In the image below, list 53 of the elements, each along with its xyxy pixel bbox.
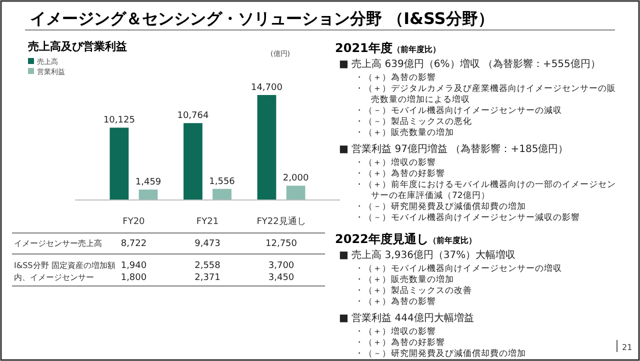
data-label: 2,000: [282, 174, 309, 184]
text: ・（＋）モバイル機器向けイメージセンサーの増収: [355, 263, 562, 274]
text: ・（＋）為替の影響: [355, 72, 436, 83]
data-label: 1,459: [135, 178, 162, 188]
text: 3,700: [268, 261, 294, 271]
text: ・（－）モバイル機器向けイメージセンサー減収の影響: [355, 212, 580, 223]
text: ・（－）研究開発費及び減価償却費の増加: [355, 201, 526, 212]
text: ・（－）研究開発費及び減価償却費の増加: [355, 348, 526, 359]
text: ・（－）モバイル機器向けイメージセンサーの減収: [355, 105, 562, 116]
text: ■ 売上高 3,936億円（37%）大幅増収: [339, 249, 516, 261]
text: 9,473: [194, 239, 220, 249]
data-label: 10,764: [177, 111, 209, 122]
text: 8,722: [120, 239, 147, 249]
text: ・（＋）為替の好影響: [355, 168, 445, 179]
data-label: 10,125: [103, 116, 135, 126]
text: ・（＋）製品ミックスの改善: [355, 285, 472, 296]
text: イメージセンサー売上高: [14, 239, 102, 248]
text: 内、イメージセンサー: [14, 273, 94, 282]
text: （前年度比）: [428, 235, 476, 245]
text: ・（＋）為替の影響: [355, 296, 436, 307]
data-label: 1,556: [209, 176, 236, 187]
bar: [110, 128, 129, 200]
chart-title: イメージング＆センシング・ソリューション分野 （I&SS分野）: [30, 9, 494, 28]
text: 12,750: [266, 239, 298, 249]
x-tick-label: FY20: [122, 217, 146, 227]
text: ・（＋）増収の影響: [355, 157, 436, 168]
text: 1,940: [120, 261, 147, 271]
text: ■ 売上高 639億円（6%）増収 （為替影響：+555億円）: [339, 58, 600, 70]
text: 3,450: [268, 273, 294, 283]
text: ・（＋）販売数量の増加: [355, 274, 454, 285]
text: （前年度比）: [392, 44, 440, 54]
bar: [257, 95, 276, 200]
chart-subtitle: 売上高及び営業利益: [28, 40, 127, 53]
text: I&SS分野 固定資産の増加額: [14, 261, 116, 270]
text: 2,558: [194, 261, 221, 271]
bar: [212, 188, 232, 200]
data-label: 14,700: [250, 83, 283, 93]
text: ・（＋）前年度におけるモバイル機器向けの一部のイメージセンサーの在庫評価減（72億円）: [355, 179, 616, 201]
text: ・（－）製品ミックスの悪化: [355, 116, 472, 127]
text: 1,800: [120, 273, 147, 283]
text: 2,371: [194, 273, 220, 283]
text: 21: [622, 343, 632, 352]
bar: [138, 190, 158, 200]
bar: [286, 186, 306, 200]
text: ・（＋）増収の影響: [355, 326, 436, 337]
text: ・（＋）為替の好影響: [355, 337, 445, 348]
bar: [184, 123, 202, 200]
annotation: ■ 営業利益 97億円増益 （為替影響：+185億円）: [339, 143, 568, 155]
text: ・（＋）デジタルカメラ及び産業機器向けイメージセンサーの販売数量の増加による増収: [355, 83, 616, 105]
text: ・（＋）販売数量の増加: [355, 127, 454, 138]
x-tick-label: FY22見通し: [256, 216, 306, 227]
x-tick-label: FY21: [196, 217, 219, 227]
text: ■ 営業利益 444億円大幅増益: [339, 312, 474, 324]
